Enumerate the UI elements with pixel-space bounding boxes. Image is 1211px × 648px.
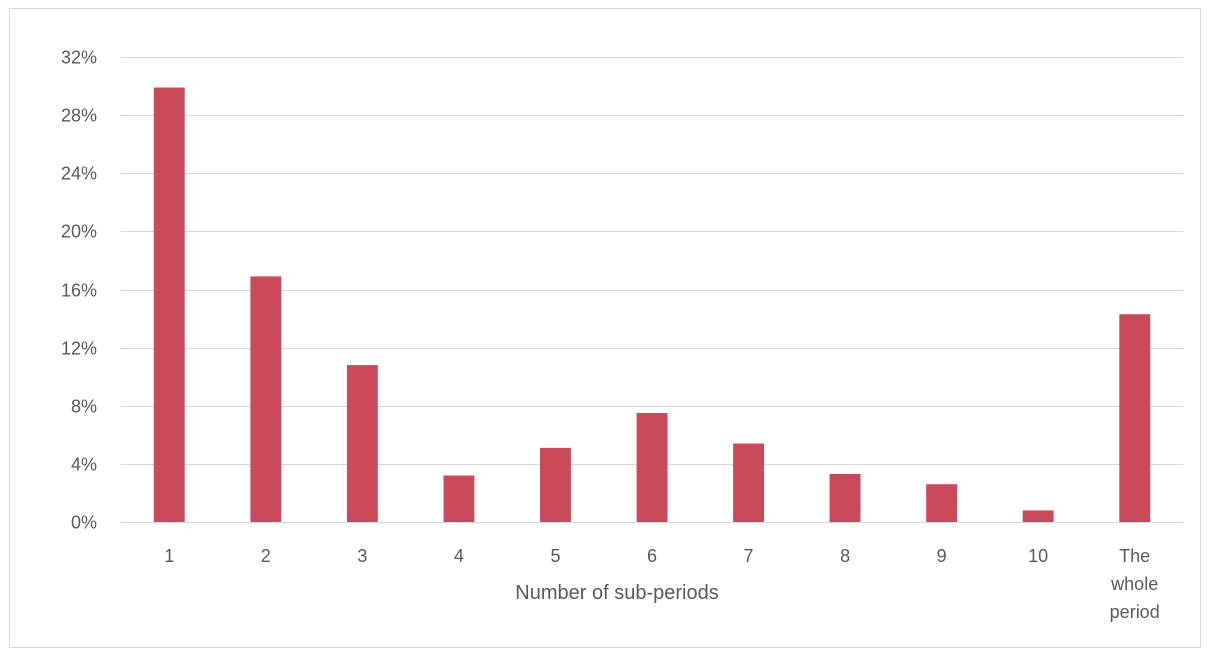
x-tick-label: 2 (261, 546, 271, 566)
bars (153, 87, 1151, 522)
x-tick-label: 9 (937, 546, 947, 566)
y-tick-label: 4% (71, 455, 97, 475)
x-tick-label-line: period (1110, 602, 1160, 622)
x-tick-label: 6 (647, 546, 657, 566)
y-tick-label: 20% (61, 222, 97, 242)
x-axis-tick-labels: 1 2 3 4 5 6 7 8 9 10 The whole period (164, 546, 1159, 622)
y-tick-label: 16% (61, 281, 97, 301)
bar (540, 447, 571, 522)
y-axis-tick-labels: 0% 4% 8% 12% 16% 20% 24% 28% 32% (61, 48, 97, 533)
x-tick-label: 1 (164, 546, 174, 566)
bar-chart: 0% 4% 8% 12% 16% 20% 24% 28% 32% 1 2 3 4 5 6 7 8 9 10 The w… (61, 48, 1183, 622)
y-tick-label: 8% (71, 397, 97, 417)
x-tick-label: 8 (840, 546, 850, 566)
y-tick-label: 0% (71, 513, 97, 533)
gridlines (121, 57, 1183, 523)
bar (733, 443, 764, 522)
bar (829, 474, 861, 522)
x-axis-title: Number of sub-periods (515, 582, 718, 604)
bar (443, 475, 475, 522)
bar (636, 413, 668, 522)
x-tick-label: 5 (550, 546, 560, 566)
y-tick-label: 28% (61, 106, 97, 126)
x-tick-label: The whole period (1110, 546, 1160, 622)
y-tick-label: 32% (61, 48, 97, 68)
x-tick-label: 4 (454, 546, 464, 566)
y-tick-label: 12% (61, 339, 97, 359)
x-tick-label: 3 (357, 546, 367, 566)
y-tick-label: 24% (61, 164, 97, 184)
x-tick-label: 10 (1028, 546, 1048, 566)
bar (1022, 510, 1054, 522)
x-tick-label-line: The (1119, 546, 1150, 566)
bar (926, 484, 958, 522)
bar (346, 365, 378, 522)
x-tick-label: 7 (743, 546, 753, 566)
bar (250, 276, 282, 522)
bar (1119, 314, 1151, 522)
bar (153, 87, 185, 522)
chart-frame (9, 8, 1201, 648)
x-tick-label-line: whole (1110, 574, 1158, 594)
